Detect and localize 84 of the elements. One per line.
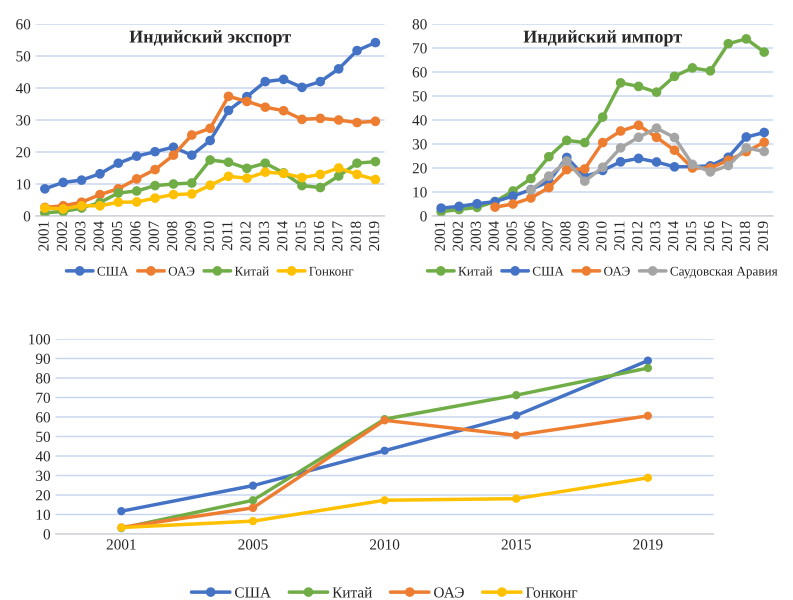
x-tick-label: 2001 xyxy=(434,222,445,251)
y-tick-label: 70 xyxy=(413,43,427,54)
y-tick-label: 60 xyxy=(412,67,427,78)
y-tick-label: 30 xyxy=(36,470,50,481)
y-tick-label: 60 xyxy=(16,19,30,30)
legend-label: ОАЭ xyxy=(434,587,464,598)
y-tick-label: 20 xyxy=(16,147,30,158)
y-tick-label: 50 xyxy=(412,91,427,102)
legend-label: США xyxy=(235,587,271,598)
x-tick-label: 2014 xyxy=(277,221,288,251)
x-tick-label: 2015 xyxy=(686,221,696,251)
x-tick-label: 2014 xyxy=(668,221,678,251)
y-tick-label: 30 xyxy=(412,139,427,150)
x-tick-label: 2002 xyxy=(56,222,68,251)
x-tick-label: 2018 xyxy=(740,221,750,251)
legend-label: Китай xyxy=(234,266,269,276)
x-tick-label: 2019 xyxy=(633,539,663,550)
x-tick-label: 2001 xyxy=(106,539,136,550)
x-tick-label: 2011 xyxy=(222,222,232,250)
x-tick-label: 2002 xyxy=(452,222,463,251)
legend-label: Гонконг xyxy=(309,266,354,276)
legend-label: Китай xyxy=(458,266,492,276)
legend-label: США xyxy=(532,266,564,276)
x-tick-label: 2003 xyxy=(470,221,481,251)
legend-label: ОАЭ xyxy=(168,266,194,276)
x-tick-label: 2005 xyxy=(506,221,517,251)
x-tick-label: 2017 xyxy=(332,221,343,251)
y-tick-label: 0 xyxy=(420,211,427,222)
x-tick-label: 2001 xyxy=(38,222,49,251)
x-tick-label: 2005 xyxy=(112,221,122,251)
x-tick-label: 2010 xyxy=(370,539,400,550)
x-tick-label: 2008 xyxy=(560,221,571,251)
x-tick-label: 2013 xyxy=(650,221,660,251)
y-tick-label: 60 xyxy=(36,412,50,422)
x-tick-label: 2011 xyxy=(614,222,624,250)
x-tick-label: 2018 xyxy=(350,221,361,251)
y-tick-label: 80 xyxy=(412,19,427,30)
chart-title: Индийский экспорт xyxy=(129,30,291,46)
x-tick-label: 2019 xyxy=(758,221,768,251)
x-tick-label: 2017 xyxy=(722,221,732,251)
y-tick-label: 10 xyxy=(16,179,30,190)
x-tick-label: 2003 xyxy=(75,221,86,251)
x-tick-label: 2004 xyxy=(93,221,104,251)
y-tick-label: 70 xyxy=(36,392,50,403)
y-tick-label: 20 xyxy=(36,490,50,500)
chart-title: Индийский импорт xyxy=(524,30,682,46)
y-tick-label: 100 xyxy=(29,334,50,344)
x-tick-label: 2004 xyxy=(488,221,499,251)
x-tick-label: 2010 xyxy=(596,221,607,251)
x-tick-label: 2006 xyxy=(130,221,141,251)
y-tick-label: 10 xyxy=(36,510,50,520)
x-tick-label: 2016 xyxy=(704,221,714,251)
legend-label: Саудовская Аравия xyxy=(670,266,778,278)
x-tick-label: 2009 xyxy=(185,221,196,251)
legend-label: Гонконг xyxy=(526,587,578,598)
x-tick-label: 2019 xyxy=(368,221,380,251)
y-tick-label: 40 xyxy=(16,83,30,94)
y-tick-label: 90 xyxy=(36,354,50,364)
x-tick-label: 2012 xyxy=(632,222,642,251)
y-tick-label: 40 xyxy=(36,451,50,462)
y-tick-label: 30 xyxy=(16,115,30,126)
x-tick-label: 2010 xyxy=(204,221,214,251)
x-tick-label: 2012 xyxy=(240,222,251,251)
y-tick-label: 40 xyxy=(412,115,427,126)
y-tick-label: 50 xyxy=(36,432,50,442)
x-tick-label: 2007 xyxy=(148,221,159,251)
y-tick-label: 50 xyxy=(16,51,30,62)
x-tick-label: 2007 xyxy=(542,221,553,251)
y-tick-label: 20 xyxy=(412,163,427,174)
y-tick-label: 10 xyxy=(413,187,427,198)
x-tick-label: 2008 xyxy=(166,221,178,251)
y-tick-label: 80 xyxy=(36,373,50,384)
x-tick-label: 2015 xyxy=(502,539,531,550)
x-tick-label: 2005 xyxy=(238,539,268,550)
x-tick-label: 2016 xyxy=(314,221,324,251)
legend-label: США xyxy=(97,266,128,276)
x-tick-label: 2013 xyxy=(258,221,270,251)
y-tick-label: 0 xyxy=(24,211,30,222)
y-tick-label: 0 xyxy=(44,529,50,540)
x-tick-label: 2015 xyxy=(295,221,306,251)
x-tick-label: 2009 xyxy=(578,221,589,251)
x-tick-label: 2006 xyxy=(524,221,535,251)
legend-label: Китай xyxy=(332,586,372,598)
legend-label: ОАЭ xyxy=(604,266,630,276)
